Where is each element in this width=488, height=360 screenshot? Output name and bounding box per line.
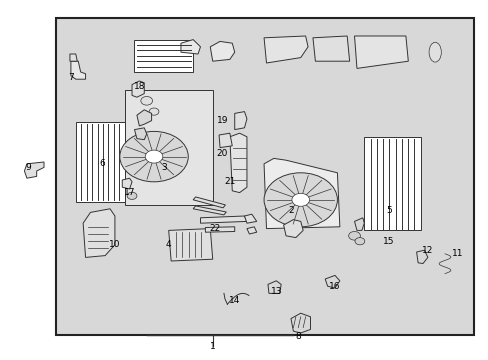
Circle shape	[127, 192, 137, 199]
Polygon shape	[70, 54, 77, 61]
Polygon shape	[267, 281, 281, 293]
Polygon shape	[290, 313, 310, 333]
Text: 20: 20	[216, 149, 228, 158]
Polygon shape	[312, 36, 349, 61]
Bar	[124, 90, 212, 205]
Bar	[364, 137, 420, 230]
Polygon shape	[83, 209, 115, 257]
Text: 22: 22	[209, 224, 221, 233]
Polygon shape	[229, 133, 246, 193]
Text: 6: 6	[100, 159, 105, 168]
Circle shape	[145, 150, 163, 163]
Text: 21: 21	[224, 177, 235, 186]
Text: 1: 1	[209, 342, 215, 351]
Text: 19: 19	[216, 116, 228, 125]
Polygon shape	[354, 218, 364, 230]
Circle shape	[291, 193, 309, 206]
Polygon shape	[137, 110, 151, 126]
Circle shape	[264, 173, 337, 227]
Polygon shape	[168, 229, 212, 261]
Circle shape	[141, 96, 152, 105]
Text: 4: 4	[165, 240, 171, 249]
Bar	[56, 18, 473, 335]
Polygon shape	[354, 36, 407, 68]
Text: 5: 5	[385, 206, 391, 215]
Text: 13: 13	[270, 287, 282, 296]
Polygon shape	[264, 36, 307, 63]
Text: 12: 12	[421, 246, 433, 255]
Bar	[134, 40, 193, 72]
Polygon shape	[246, 227, 256, 234]
Circle shape	[348, 231, 360, 240]
Text: 3: 3	[161, 163, 166, 172]
Polygon shape	[132, 81, 144, 97]
Polygon shape	[283, 220, 303, 238]
Polygon shape	[234, 112, 246, 130]
Circle shape	[120, 131, 188, 182]
Polygon shape	[264, 158, 339, 229]
Circle shape	[354, 238, 364, 245]
Text: 7: 7	[68, 73, 74, 82]
Bar	[76, 122, 124, 202]
Polygon shape	[244, 214, 256, 223]
Polygon shape	[122, 178, 132, 189]
Polygon shape	[134, 128, 146, 140]
Text: 9: 9	[25, 163, 31, 172]
Polygon shape	[205, 227, 234, 232]
Polygon shape	[193, 197, 225, 208]
Polygon shape	[416, 250, 427, 264]
Polygon shape	[181, 40, 200, 54]
Polygon shape	[325, 275, 339, 288]
Polygon shape	[210, 41, 234, 61]
Text: 2: 2	[287, 206, 293, 215]
Text: 16: 16	[328, 282, 340, 291]
Circle shape	[149, 108, 159, 115]
Polygon shape	[71, 61, 85, 79]
Polygon shape	[200, 216, 246, 223]
Text: 10: 10	[109, 240, 121, 249]
Ellipse shape	[428, 42, 441, 62]
Polygon shape	[193, 206, 226, 215]
Text: 11: 11	[450, 249, 462, 258]
Text: 17: 17	[123, 188, 135, 197]
Text: 8: 8	[295, 332, 301, 341]
Polygon shape	[24, 162, 44, 178]
Text: 14: 14	[228, 296, 240, 305]
Polygon shape	[219, 133, 232, 148]
Text: 18: 18	[133, 82, 145, 91]
Text: 15: 15	[382, 237, 394, 246]
